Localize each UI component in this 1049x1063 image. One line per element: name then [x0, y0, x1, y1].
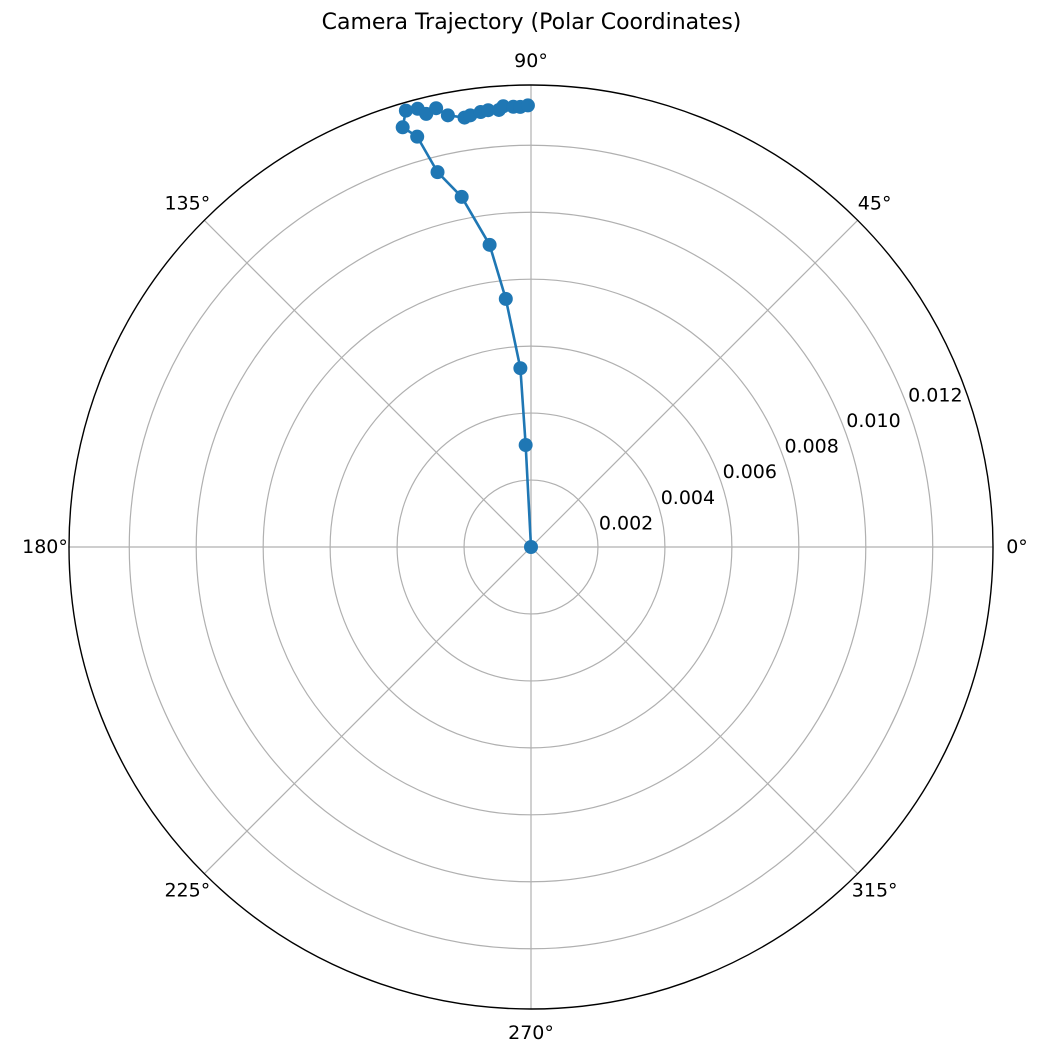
data-point [498, 291, 513, 306]
r-tick-label: 0.004 [661, 487, 715, 509]
theta-tick-label: 270° [508, 1022, 554, 1044]
data-point [482, 237, 497, 252]
theta-tick-label: 225° [164, 880, 210, 902]
data-point [440, 108, 455, 123]
series-line [401, 104, 533, 548]
grid-layer [69, 85, 993, 1009]
chart-title: Camera Trajectory (Polar Coordinates) [321, 10, 742, 35]
data-point [518, 438, 533, 453]
data-layer [395, 98, 538, 554]
data-point [496, 99, 511, 114]
frame-layer [68, 84, 994, 1010]
theta-grid-line [530, 219, 859, 548]
data-point [395, 120, 410, 135]
r-tick-label: 0.008 [784, 436, 838, 458]
r-tick-label: 0.010 [846, 410, 900, 432]
theta-grid-line [203, 546, 532, 875]
data-point [429, 101, 444, 116]
data-point [430, 165, 445, 180]
theta-tick-label: 90° [514, 50, 548, 72]
r-tick-label: 0.006 [723, 461, 777, 483]
data-point [513, 361, 528, 376]
tick-label-layer: 0° 45° 90° 135° 180° 225° 270° 315° 0.002 0.004 0.… [22, 50, 1028, 1044]
theta-tick-label: 180° [22, 536, 68, 558]
r-tick-label: 0.012 [908, 384, 962, 406]
data-point [398, 103, 413, 118]
theta-tick-label: 135° [164, 192, 210, 214]
data-point [524, 540, 538, 554]
polar-frame [68, 84, 994, 1010]
data-point [481, 103, 496, 118]
theta-grid-line [203, 219, 532, 548]
r-tick-label: 0.002 [599, 512, 653, 534]
theta-tick-label: 315° [852, 880, 898, 902]
theta-tick-label: 45° [858, 192, 892, 214]
data-point [410, 129, 425, 144]
theta-tick-label: 0° [1006, 536, 1028, 558]
theta-grid-line [530, 546, 859, 875]
data-point [520, 98, 535, 113]
data-point [454, 189, 469, 204]
